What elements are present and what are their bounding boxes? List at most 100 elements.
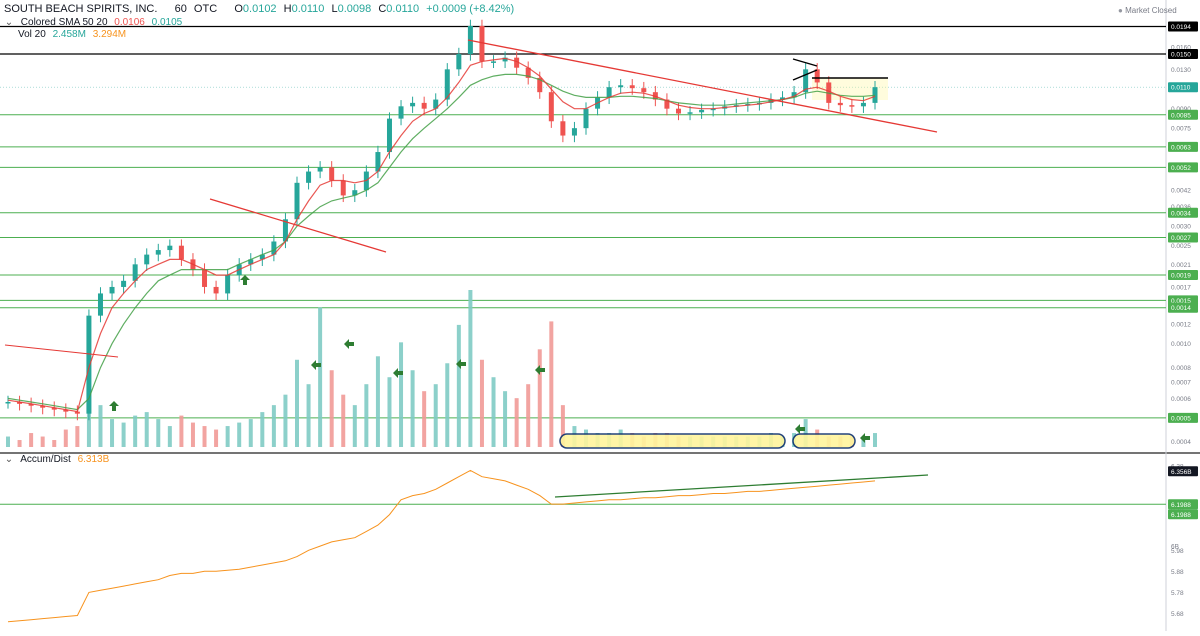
ad-axis-tick: 5.78 <box>1171 590 1184 597</box>
candle-body[interactable] <box>491 61 497 63</box>
candle-body[interactable] <box>849 105 855 107</box>
candle-body[interactable] <box>618 85 624 88</box>
green-arrow-marker-icon <box>109 401 119 411</box>
descending-trendline[interactable] <box>4 344 119 358</box>
candle-body[interactable] <box>571 128 577 136</box>
candle-body[interactable] <box>155 250 161 255</box>
price-badge-label: 0.0014 <box>1171 305 1191 312</box>
candle-body[interactable] <box>606 87 612 98</box>
descending-trendline[interactable] <box>209 198 387 253</box>
sma-name[interactable]: Colored SMA 50 20 <box>20 17 108 28</box>
volume-bar <box>190 422 195 447</box>
candle-body[interactable] <box>548 92 554 122</box>
vol-value-2: 3.294M <box>92 29 127 40</box>
candle-body[interactable] <box>664 99 670 109</box>
candle-body[interactable] <box>51 407 57 410</box>
descending-trendline[interactable] <box>467 39 938 133</box>
candle-body[interactable] <box>699 109 705 113</box>
candle-body[interactable] <box>421 102 427 109</box>
candle-body[interactable] <box>282 219 288 242</box>
candle-body[interactable] <box>433 99 439 109</box>
candle-body[interactable] <box>213 286 219 294</box>
candle-body[interactable] <box>814 69 820 83</box>
candle-body[interactable] <box>340 180 346 196</box>
price-axis-tick: 0.0075 <box>1171 126 1191 133</box>
price-badge-label: 0.0034 <box>1171 210 1191 217</box>
price-badge-label: 0.0110 <box>1171 85 1191 92</box>
candle-body[interactable] <box>860 102 866 107</box>
candle-body[interactable] <box>178 245 184 260</box>
candle-body[interactable] <box>202 269 208 287</box>
candle-body[interactable] <box>40 405 46 408</box>
candle-body[interactable] <box>375 152 381 172</box>
candle-body[interactable] <box>710 108 716 111</box>
flag-trendline[interactable] <box>792 69 818 81</box>
volume-bar <box>479 359 484 447</box>
price-badge-label: 0.0015 <box>1171 298 1191 305</box>
candle-body[interactable] <box>352 190 358 196</box>
candle-body[interactable] <box>629 85 635 89</box>
candle-body[interactable] <box>560 121 566 136</box>
candle-body[interactable] <box>259 254 265 260</box>
candle-body[interactable] <box>687 112 693 114</box>
chevron-down-icon[interactable]: ⌄ <box>4 17 14 28</box>
candle-body[interactable] <box>144 254 150 265</box>
candle-body[interactable] <box>5 401 11 404</box>
candle-body[interactable] <box>872 87 878 103</box>
candle-body[interactable] <box>525 67 531 78</box>
candle-body[interactable] <box>502 57 508 62</box>
ad-name[interactable]: Accum/Dist <box>20 454 71 465</box>
interval-label[interactable]: 60 <box>174 3 187 15</box>
candle-body[interactable] <box>306 171 312 183</box>
candle-body[interactable] <box>641 88 647 93</box>
volume-bar <box>329 370 334 447</box>
candle-body[interactable] <box>329 167 335 181</box>
vol-name[interactable]: Vol 20 <box>18 29 46 40</box>
candle-body[interactable] <box>271 241 277 255</box>
price-axis-tick: 0.0004 <box>1171 439 1191 446</box>
symbol-name[interactable]: SOUTH BEACH SPIRITS, INC. <box>4 3 158 15</box>
candle-body[interactable] <box>386 118 392 153</box>
ad-rising-trendline[interactable] <box>554 474 929 498</box>
sma-value-1: 0.0106 <box>114 17 145 28</box>
candle-body[interactable] <box>109 286 115 294</box>
high-value: 0.0110 <box>291 3 325 15</box>
green-arrow-marker-icon <box>860 433 870 443</box>
price-axis-tick: 0.0030 <box>1171 224 1191 231</box>
market-status-text: Market Closed <box>1125 6 1177 15</box>
chevron-down-icon[interactable]: ⌄ <box>4 454 14 465</box>
candle-body[interactable] <box>444 69 450 100</box>
candle-body[interactable] <box>780 97 786 100</box>
candle-body[interactable] <box>121 280 127 287</box>
candle-body[interactable] <box>410 102 416 107</box>
candle-body[interactable] <box>225 275 231 294</box>
candle-body[interactable] <box>514 57 520 68</box>
price-badge <box>1168 49 1198 60</box>
candle-body[interactable] <box>537 77 543 93</box>
candle-body[interactable] <box>791 92 797 98</box>
candle-body[interactable] <box>63 409 69 412</box>
candle-body[interactable] <box>97 293 103 316</box>
flag-trendline[interactable] <box>792 58 818 67</box>
candle-body[interactable] <box>248 259 254 265</box>
candle-body[interactable] <box>837 102 843 106</box>
candle-body[interactable] <box>398 106 404 119</box>
candle-body[interactable] <box>86 315 92 414</box>
candle-body[interactable] <box>803 69 809 93</box>
candle-body[interactable] <box>456 54 462 70</box>
candle-body[interactable] <box>132 264 138 281</box>
candle-body[interactable] <box>294 182 300 220</box>
candle-body[interactable] <box>583 108 589 129</box>
market-status-dot: ● <box>1118 6 1123 15</box>
candle-body[interactable] <box>317 167 323 172</box>
candle-body[interactable] <box>28 403 34 406</box>
candle-body[interactable] <box>675 108 681 114</box>
candle-body[interactable] <box>17 401 23 404</box>
candle-body[interactable] <box>479 25 485 62</box>
candle-body[interactable] <box>167 245 173 251</box>
candle-body[interactable] <box>74 411 80 414</box>
price-badge-label: 0.0052 <box>1171 165 1191 172</box>
price-badge-label: 0.0019 <box>1171 273 1191 280</box>
